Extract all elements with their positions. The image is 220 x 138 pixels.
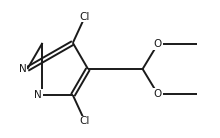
Text: N: N [34, 90, 42, 100]
Text: O: O [154, 39, 162, 49]
Text: O: O [154, 89, 162, 99]
Text: Cl: Cl [80, 116, 90, 126]
Text: Cl: Cl [80, 12, 90, 22]
Text: N: N [19, 64, 27, 74]
